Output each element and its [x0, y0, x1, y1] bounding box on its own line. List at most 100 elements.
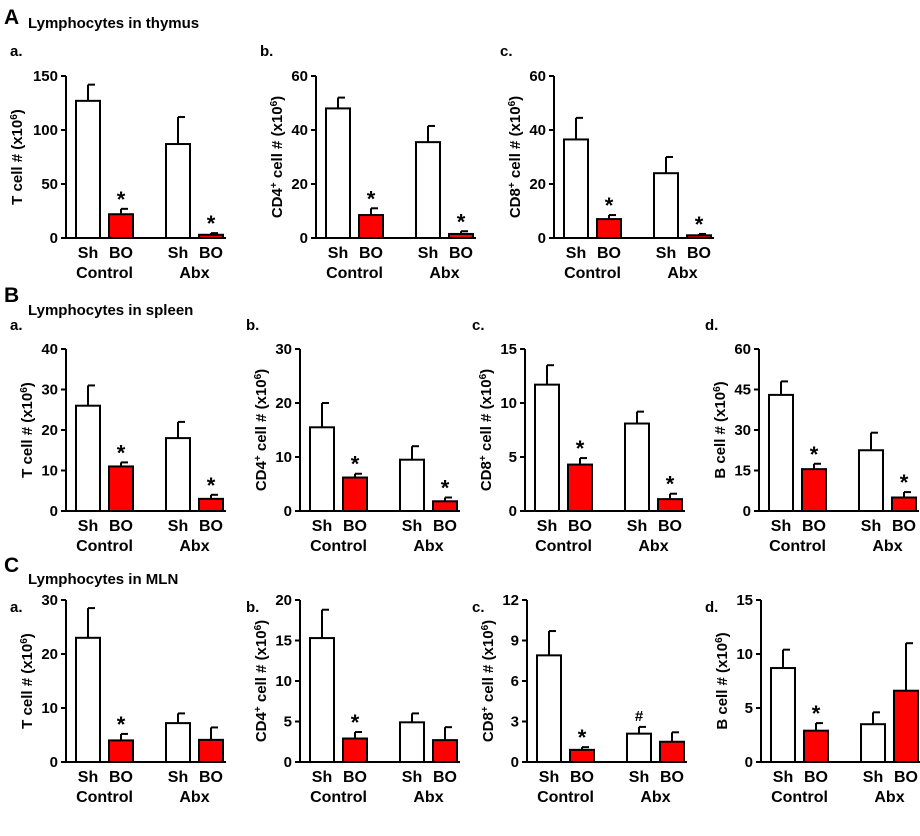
category-label: BO	[570, 769, 594, 786]
y-tick-label: 50	[41, 176, 58, 193]
bar-sh-control	[563, 138, 589, 239]
bar-sh-control	[309, 426, 335, 512]
category-label: BO	[892, 518, 916, 535]
chart-a-a: a. 0 50 100 150 T cell # (x106) Sh * BO Sh * BO Cont…	[9, 43, 226, 282]
y-tick-label: 60	[529, 68, 546, 85]
y-tick-label: 9	[511, 633, 519, 650]
group-label: Abx	[872, 538, 902, 555]
y-tick-label: 10	[275, 673, 292, 690]
bar-sh-abx	[624, 422, 650, 512]
y-tick-label: 0	[511, 754, 519, 771]
bar-bo-abx	[659, 740, 685, 763]
category-label: BO	[894, 769, 918, 786]
significance-mark: *	[695, 212, 704, 237]
bar-sh-control	[536, 654, 562, 763]
chart-c-a: a. 0 10 20 30 T cell # (x106) Sh * BO Sh BO Control…	[10, 592, 226, 806]
y-tick-label: 0	[745, 754, 753, 771]
group-label: Abx	[413, 789, 443, 806]
y-axis-label: CD4+ cell # (x106)	[253, 620, 271, 742]
y-tick-label: 60	[734, 341, 751, 358]
bar-sh-abx	[165, 437, 191, 513]
bar-sh-abx	[626, 732, 652, 764]
bar-sh-control	[770, 667, 796, 763]
panel-label: d.	[705, 317, 718, 334]
panel-label: c.	[472, 599, 485, 616]
panel-label: b.	[246, 317, 259, 334]
bar-bo-control	[801, 468, 827, 512]
group-label: Control	[537, 789, 594, 806]
bar-bo-abx	[432, 500, 458, 512]
group-label: Abx	[179, 789, 209, 806]
category-label: BO	[597, 245, 621, 262]
group-label: Abx	[179, 538, 209, 555]
y-axis-label: CD8+ cell # (x106)	[480, 620, 498, 742]
section-a-title: Lymphocytes in thymus	[28, 15, 199, 32]
significance-mark: *	[812, 701, 821, 726]
bar-sh-control	[325, 107, 351, 240]
y-tick-label: 30	[41, 592, 58, 609]
panel-label: b.	[260, 43, 273, 60]
category-label: BO	[658, 518, 682, 535]
category-label: BO	[359, 245, 383, 262]
y-tick-label: 0	[284, 754, 292, 771]
bar-bo-abx	[432, 739, 458, 764]
bar-bo-control	[108, 465, 134, 513]
y-tick-label: 20	[275, 592, 292, 609]
panel-label: a.	[10, 317, 23, 334]
category-label: BO	[109, 518, 133, 535]
y-tick-label: 20	[41, 422, 58, 439]
category-label: Sh	[168, 518, 188, 535]
category-label: Sh	[863, 769, 883, 786]
significance-mark: *	[351, 710, 360, 735]
category-label: BO	[343, 518, 367, 535]
significance-mark: *	[367, 186, 376, 211]
category-label: Sh	[78, 245, 98, 262]
bar-sh-abx	[415, 141, 441, 239]
bar-sh-control	[75, 636, 101, 763]
category-label: BO	[199, 769, 223, 786]
y-tick-label: 12	[502, 592, 519, 609]
group-label: Abx	[638, 538, 668, 555]
y-tick-label: 0	[50, 754, 58, 771]
bar-sh-control	[309, 637, 335, 764]
bar-sh-abx	[165, 722, 191, 763]
y-tick-label: 5	[509, 449, 517, 466]
bar-bo-control	[596, 218, 622, 240]
category-label: Sh	[168, 769, 188, 786]
category-label: Sh	[771, 518, 791, 535]
group-label: Control	[76, 789, 133, 806]
panel-label: a.	[10, 43, 23, 60]
group-label: Control	[310, 538, 367, 555]
y-tick-label: 0	[509, 503, 517, 520]
significance-mark: *	[351, 452, 360, 477]
chart-b-d: d. 0 15 30 45 60 B cell # (x106) Sh * BO Sh * BO Cont…	[705, 317, 919, 555]
y-tick-label: 60	[291, 68, 308, 85]
y-tick-label: 40	[41, 341, 58, 358]
y-tick-label: 3	[511, 714, 519, 731]
y-tick-label: 10	[41, 700, 58, 717]
panel-label: a.	[10, 599, 23, 616]
group-label: Abx	[413, 538, 443, 555]
group-label: Control	[76, 265, 133, 282]
bar-sh-abx	[858, 449, 884, 512]
y-tick-label: 5	[284, 714, 292, 731]
category-label: BO	[199, 518, 223, 535]
y-tick-label: 0	[50, 230, 58, 247]
bar-bo-control	[567, 463, 593, 512]
category-label: BO	[109, 245, 133, 262]
panel-label: c.	[500, 43, 513, 60]
bar-sh-control	[768, 393, 794, 512]
significance-mark: *	[900, 470, 909, 495]
section-a-letter: A	[4, 6, 19, 29]
group-label: Abx	[640, 789, 670, 806]
category-label: Sh	[418, 245, 438, 262]
y-tick-label: 15	[734, 463, 751, 480]
category-label: Sh	[78, 518, 98, 535]
y-tick-label: 15	[275, 633, 292, 650]
group-label: Abx	[874, 789, 904, 806]
y-tick-label: 30	[41, 382, 58, 399]
section-c-title: Lymphocytes in MLN	[28, 571, 178, 588]
y-tick-label: 10	[275, 449, 292, 466]
category-label: Sh	[78, 769, 98, 786]
